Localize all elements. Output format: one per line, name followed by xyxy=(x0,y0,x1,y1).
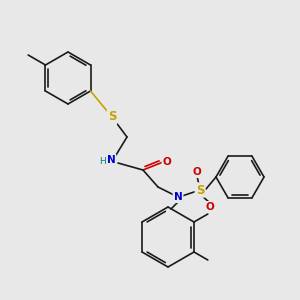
Text: H: H xyxy=(100,158,106,166)
Text: N: N xyxy=(174,192,182,202)
Text: O: O xyxy=(193,167,201,177)
Text: S: S xyxy=(196,184,204,196)
Text: O: O xyxy=(206,202,214,212)
Text: N: N xyxy=(106,155,116,165)
Text: O: O xyxy=(163,157,171,167)
Text: S: S xyxy=(108,110,116,124)
